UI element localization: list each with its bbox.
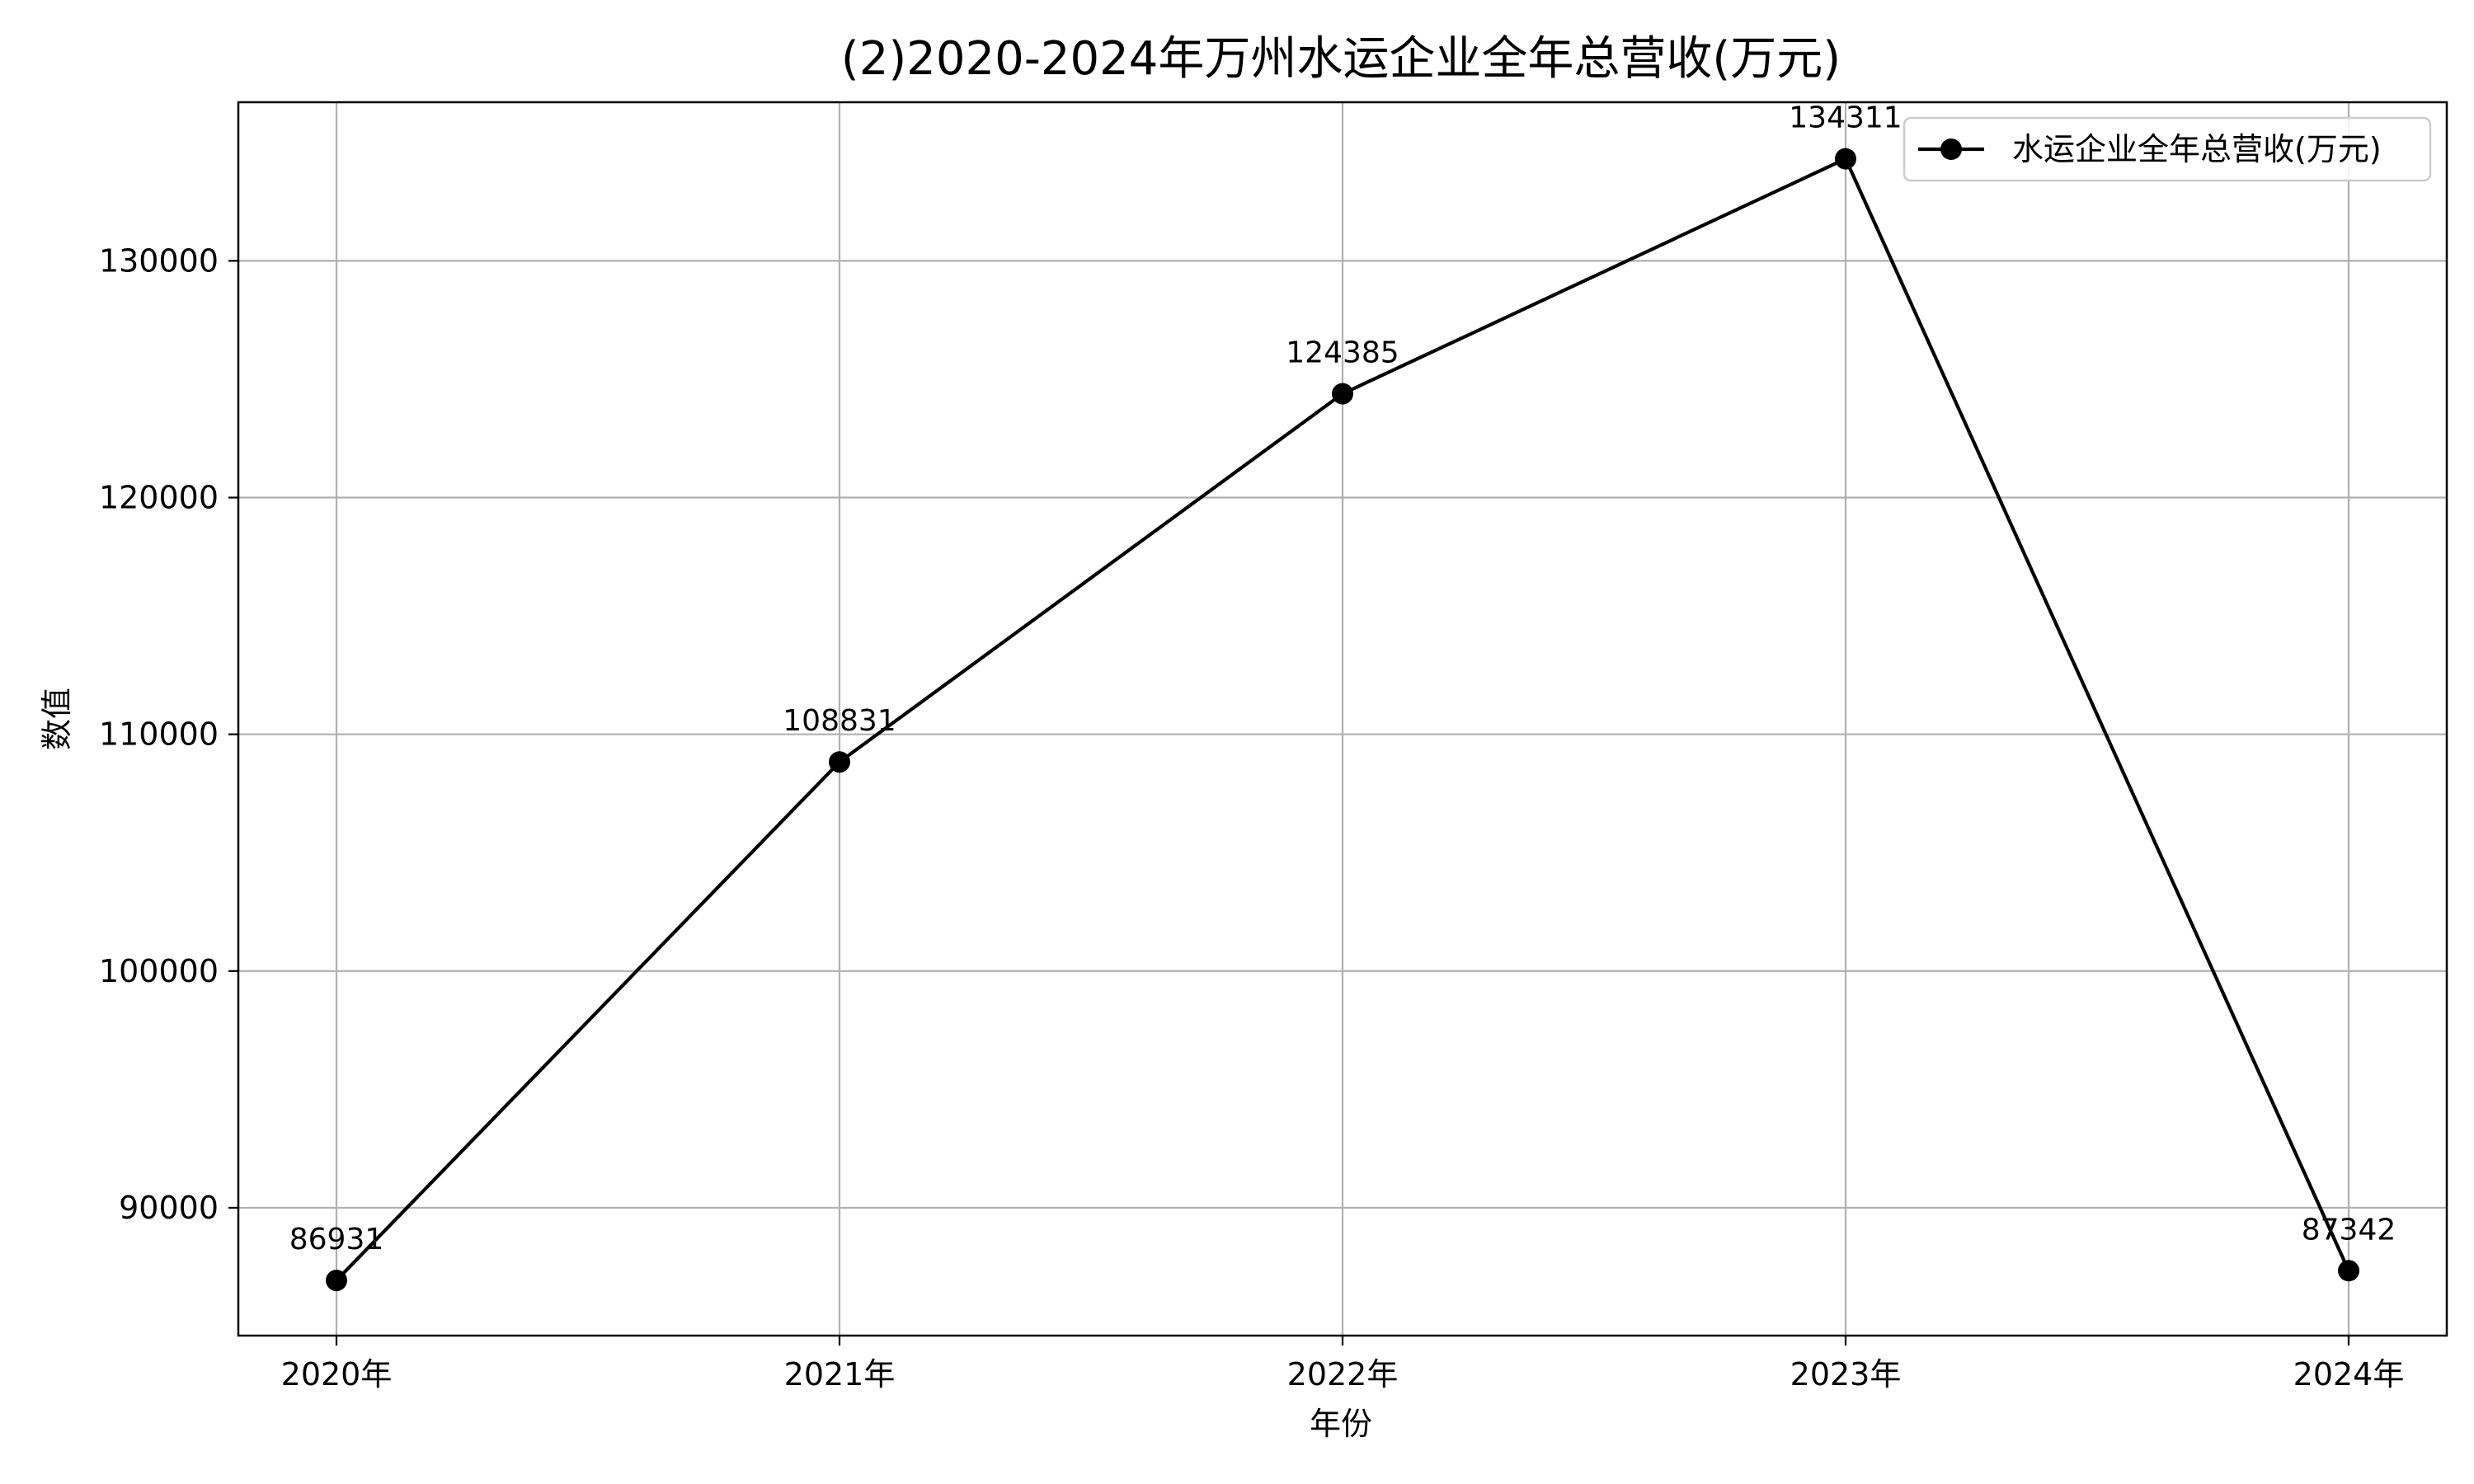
legend: 水运企业全年总营收(万元) <box>1903 116 2432 182</box>
series-layer <box>326 148 2359 1292</box>
y-tick-label: 100000 <box>99 953 219 989</box>
legend-marker-swatch <box>1940 139 1962 160</box>
axis-ticks: 2020年 2021年 2022年 2023年 2024年 90000 100000 1100… <box>99 242 2404 1392</box>
x-tick-label: 2023年 <box>1790 1356 1902 1392</box>
y-axis-label: 数值 <box>39 688 75 750</box>
data-point <box>1332 383 1353 405</box>
data-label: 124385 <box>1286 336 1399 370</box>
legend-label: 水运企业全年总营收(万元) <box>2012 131 2382 167</box>
data-label: 108831 <box>783 704 896 738</box>
data-point <box>2338 1260 2359 1282</box>
data-labels: 86931 108831 124385 134311 87342 <box>289 101 2396 1256</box>
data-point <box>326 1270 347 1292</box>
chart-title: (2)2020-2024年万州水运企业全年总营收(万元) <box>841 32 1841 86</box>
y-tick-label: 90000 <box>119 1190 219 1226</box>
x-tick-label: 2024年 <box>2293 1356 2405 1392</box>
y-tick-label: 120000 <box>99 480 219 516</box>
data-label: 86931 <box>289 1223 384 1256</box>
data-point <box>829 751 850 773</box>
y-tick-label: 110000 <box>99 716 219 753</box>
grid <box>238 102 2447 1336</box>
y-tick-label: 130000 <box>99 242 219 279</box>
x-tick-label: 2020年 <box>281 1356 393 1392</box>
legend-box <box>1903 116 2432 182</box>
x-tick-label: 2022年 <box>1287 1356 1399 1392</box>
x-tick-label: 2021年 <box>784 1356 896 1392</box>
data-point <box>1835 148 1856 170</box>
data-label: 134311 <box>1789 101 1902 135</box>
data-label: 87342 <box>2302 1213 2396 1247</box>
x-axis-label: 年份 <box>1310 1406 1372 1442</box>
